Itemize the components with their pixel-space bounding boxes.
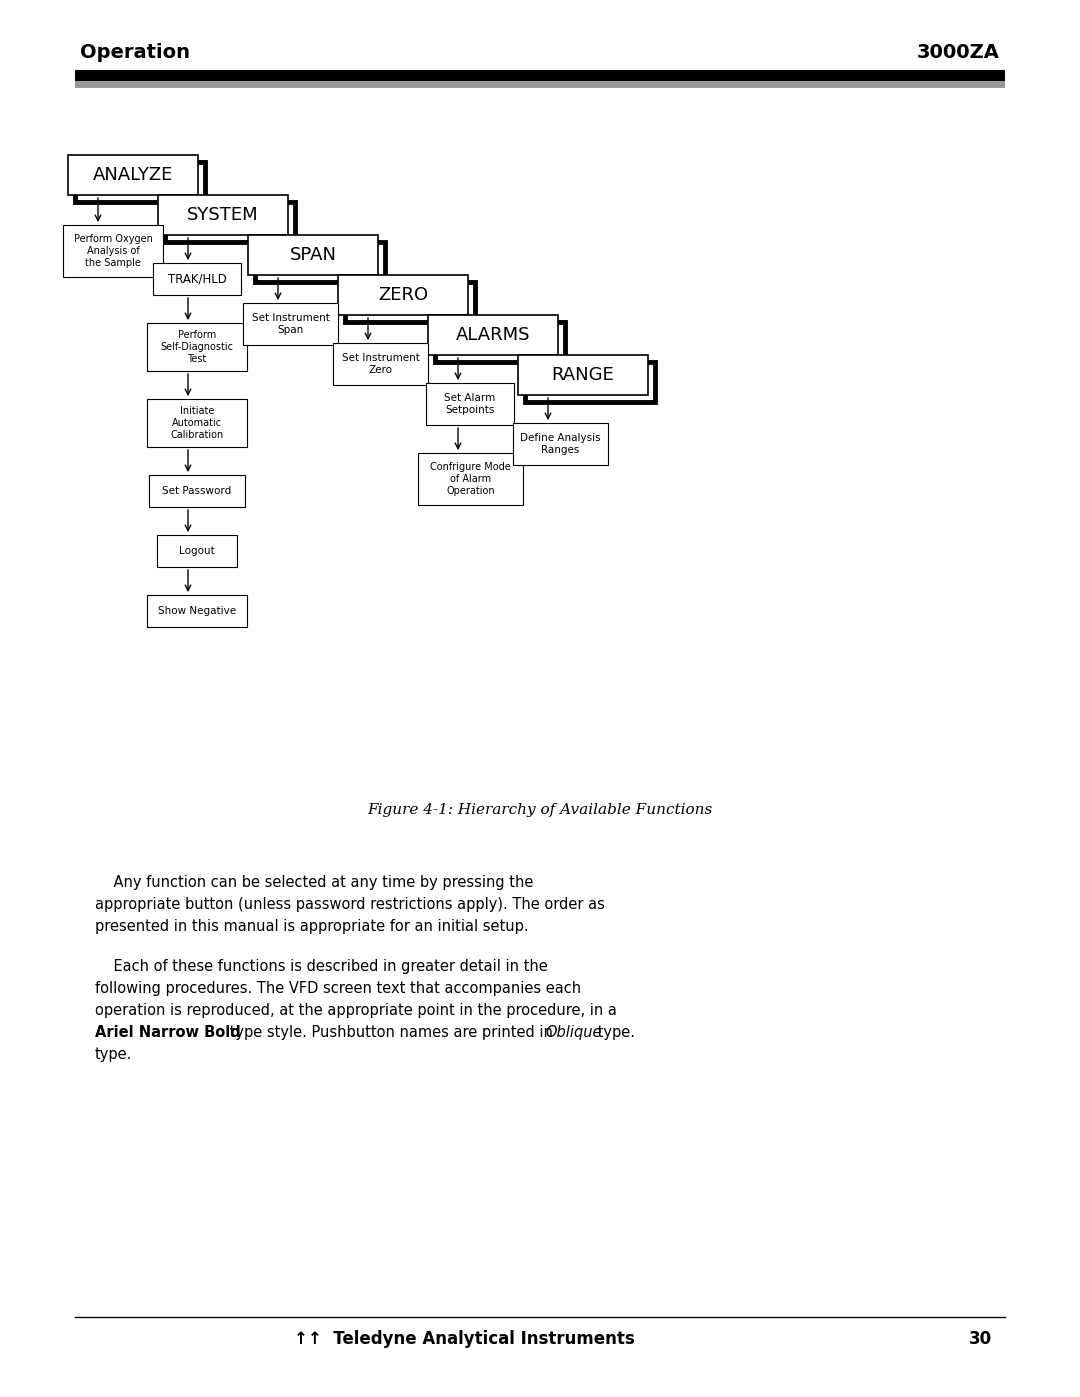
Bar (158, 196, 288, 235)
Text: Show Negative: Show Negative (158, 606, 237, 616)
Bar (418, 453, 523, 504)
Text: SYSTEM: SYSTEM (187, 205, 259, 224)
Text: Each of these functions is described in greater detail in the: Each of these functions is described in … (95, 958, 548, 974)
Text: type style. Pushbutton names are printed in: type style. Pushbutton names are printed… (225, 1025, 557, 1039)
Bar (333, 344, 428, 386)
Text: Initiate
Automatic
Calibration: Initiate Automatic Calibration (171, 407, 224, 440)
Text: 30: 30 (969, 1330, 991, 1348)
Bar (345, 282, 475, 321)
Bar (147, 400, 247, 447)
Bar (255, 242, 384, 282)
Bar (428, 314, 558, 355)
Bar (165, 203, 295, 242)
Bar (338, 275, 468, 314)
Bar (75, 70, 1005, 81)
Text: Oblique: Oblique (545, 1025, 602, 1039)
Bar (248, 235, 378, 275)
Text: Perform
Self-Diagnostic
Test: Perform Self-Diagnostic Test (161, 331, 233, 363)
Text: ↑↑  Teledyne Analytical Instruments: ↑↑ Teledyne Analytical Instruments (294, 1330, 635, 1348)
Text: Ariel Narrow Bold: Ariel Narrow Bold (95, 1025, 241, 1039)
Text: RANGE: RANGE (552, 366, 615, 384)
Bar (149, 475, 245, 507)
Bar (426, 383, 514, 425)
Bar (147, 595, 247, 627)
Text: Figure 4-1: Hierarchy of Available Functions: Figure 4-1: Hierarchy of Available Funct… (367, 803, 713, 817)
Text: 3000ZA: 3000ZA (917, 42, 1000, 61)
Text: type.: type. (95, 1046, 133, 1062)
Text: Define Analysis
Ranges: Define Analysis Ranges (521, 433, 600, 455)
Text: Any function can be selected at any time by pressing the: Any function can be selected at any time… (95, 875, 534, 890)
Bar (525, 362, 654, 402)
Text: Perform Oxygen
Analysis of
the Sample: Perform Oxygen Analysis of the Sample (73, 235, 152, 268)
Text: Set Instrument
Zero: Set Instrument Zero (341, 353, 419, 374)
Text: Operation: Operation (80, 42, 190, 61)
Text: operation is reproduced, at the appropriate point in the procedure, in a: operation is reproduced, at the appropri… (95, 1003, 617, 1018)
Bar (157, 535, 237, 567)
Text: Set Alarm
Setpoints: Set Alarm Setpoints (444, 393, 496, 415)
Text: type.: type. (593, 1025, 635, 1039)
Bar (147, 323, 247, 372)
Bar (513, 423, 608, 465)
Bar (153, 263, 241, 295)
Bar (435, 321, 565, 362)
Text: SPAN: SPAN (289, 246, 337, 264)
Text: TRAK/HLD: TRAK/HLD (167, 272, 227, 285)
Text: presented in this manual is appropriate for an initial setup.: presented in this manual is appropriate … (95, 919, 528, 935)
Bar (75, 81, 1005, 88)
Bar (75, 162, 205, 203)
Text: Set Password: Set Password (162, 486, 231, 496)
Text: following procedures. The VFD screen text that accompanies each: following procedures. The VFD screen tex… (95, 981, 581, 996)
Text: Logout: Logout (179, 546, 215, 556)
Text: Confrigure Mode
of Alarm
Operation: Confrigure Mode of Alarm Operation (430, 462, 511, 496)
Bar (63, 225, 163, 277)
Text: ZERO: ZERO (378, 286, 428, 305)
Bar (243, 303, 338, 345)
Text: Set Instrument
Span: Set Instrument Span (252, 313, 329, 335)
Bar (68, 155, 198, 196)
Bar (518, 355, 648, 395)
Text: appropriate button (unless password restrictions apply). The order as: appropriate button (unless password rest… (95, 897, 605, 912)
Text: ANALYZE: ANALYZE (93, 166, 173, 184)
Text: ALARMS: ALARMS (456, 326, 530, 344)
